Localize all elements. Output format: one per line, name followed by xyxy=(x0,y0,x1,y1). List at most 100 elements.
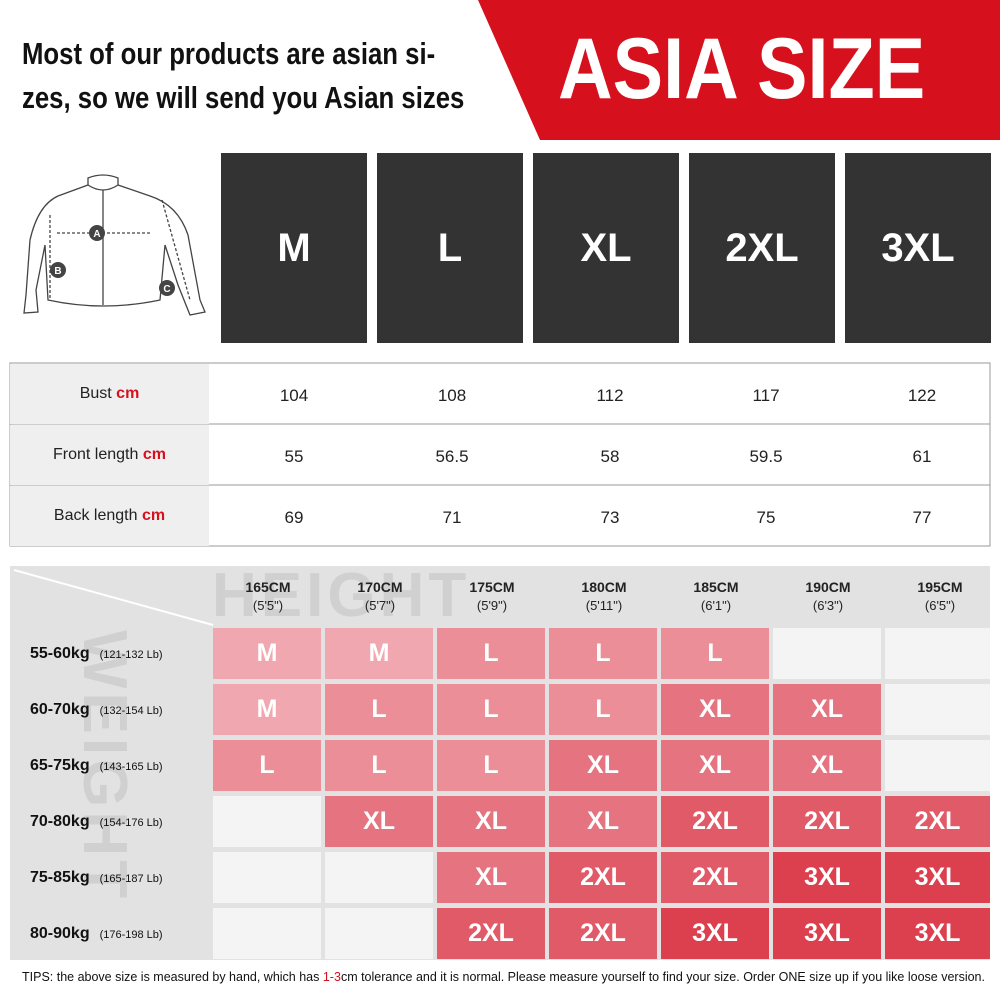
weight-label: 65-75kg (143-165 Lb) xyxy=(30,757,163,775)
weight-lb: (143-165 Lb) xyxy=(99,761,163,773)
size-cell: M xyxy=(213,684,321,735)
height-ft: (6'5") xyxy=(924,598,956,613)
label-text: Back length xyxy=(53,507,138,524)
marker-label: B xyxy=(54,266,61,277)
weight-kg: 65-75kg xyxy=(30,757,90,774)
tips: TIPS: the above size is measured by hand… xyxy=(22,970,985,984)
height-ft: (5'7") xyxy=(364,598,396,613)
row-label: Bust cm xyxy=(10,364,209,424)
cell-value: 75 xyxy=(756,508,776,527)
size-cell: L xyxy=(325,740,433,791)
size-cell: 2XL xyxy=(437,908,545,959)
size-cell: 3XL xyxy=(885,852,990,903)
size-cell: L xyxy=(325,684,433,735)
size-cell: L xyxy=(549,628,657,679)
marker-label: C xyxy=(163,284,170,295)
size-cell: L xyxy=(437,740,545,791)
unit: cm xyxy=(116,385,140,402)
size-cell: XL xyxy=(549,740,657,791)
size-cell: XL xyxy=(661,684,769,735)
weight-label: 60-70kg (132-154 Lb) xyxy=(30,701,163,719)
size-cell: 2XL xyxy=(549,852,657,903)
cell-value: 59.5 xyxy=(749,447,783,466)
size-cell: XL xyxy=(549,796,657,847)
size-box: XL xyxy=(533,153,679,343)
size-cell: M xyxy=(213,628,321,679)
size-box: 2XL xyxy=(689,153,835,343)
cell-value: 71 xyxy=(442,508,462,527)
height-cm: 175CM xyxy=(469,579,515,595)
unit: cm xyxy=(141,507,166,524)
height-ft: (5'9") xyxy=(476,598,508,613)
size-box: M xyxy=(221,153,367,343)
jacket-illustration xyxy=(23,174,206,316)
size-cell: 2XL xyxy=(885,796,990,847)
cell-value: 58 xyxy=(600,447,620,466)
marker xyxy=(159,280,175,296)
size-cell xyxy=(213,852,321,903)
weight-label: 55-60kg (121-132 Lb) xyxy=(30,645,163,663)
size-box: L xyxy=(377,153,523,343)
height-cm: 185CM xyxy=(693,579,739,595)
cell-value: 69 xyxy=(284,508,304,527)
tips-highlight: 1-3 xyxy=(322,970,341,984)
size-cell: 3XL xyxy=(773,908,881,959)
size-cell: XL xyxy=(661,740,769,791)
banner-title: ASIA SIZE xyxy=(558,21,926,117)
size-cell: 3XL xyxy=(885,908,990,959)
cell-value: 73 xyxy=(600,508,620,527)
cell-value: 56.5 xyxy=(435,447,469,466)
size-cell: M xyxy=(325,628,433,679)
size-cell xyxy=(213,796,321,847)
marker-label: A xyxy=(93,229,100,240)
size-cell: 3XL xyxy=(773,852,881,903)
size-cell: XL xyxy=(773,740,881,791)
weight-lb: (121-132 Lb) xyxy=(99,649,163,661)
size-cell xyxy=(325,852,433,903)
weight-lb: (154-176 Lb) xyxy=(99,817,163,829)
height-ft: (5'5") xyxy=(252,598,284,613)
height-cm: 165CM xyxy=(245,579,291,595)
unit: cm xyxy=(142,446,166,463)
weight-kg: 80-90kg xyxy=(30,925,90,942)
size-cell: L xyxy=(661,628,769,679)
cell-value: 55 xyxy=(284,447,304,466)
size-cell xyxy=(213,908,321,959)
cell-value: 61 xyxy=(912,447,932,466)
tips-text: cm tolerance and it is normal. Please me… xyxy=(340,970,985,984)
weight-kg: 75-85kg xyxy=(30,869,90,886)
size-cell: L xyxy=(437,628,545,679)
watermark: HEIGHT xyxy=(212,561,471,630)
size-cell: 2XL xyxy=(773,796,881,847)
marker xyxy=(89,225,105,241)
size-cell xyxy=(773,628,881,679)
cell-value: 117 xyxy=(752,386,780,405)
cell-value: 108 xyxy=(437,386,467,405)
size-cell xyxy=(325,908,433,959)
row-label: Front length cm xyxy=(10,425,209,485)
height-cm: 195CM xyxy=(917,579,963,595)
size-cell: 2XL xyxy=(661,852,769,903)
size-cell: 3XL xyxy=(661,908,769,959)
marker xyxy=(50,262,66,278)
weight-kg: 70-80kg xyxy=(30,813,90,830)
banner-shape xyxy=(478,0,1000,140)
height-cm: 170CM xyxy=(357,579,403,595)
header-line: zes, so we will send you Asian sizes xyxy=(22,80,465,115)
size-cell: 2XL xyxy=(661,796,769,847)
cell-value: 122 xyxy=(907,386,937,405)
row-label: Back length cm xyxy=(10,486,209,546)
size-cell: XL xyxy=(325,796,433,847)
label-text: Bust xyxy=(79,385,112,402)
diagonal xyxy=(13,569,214,626)
cell-value: 104 xyxy=(279,386,309,405)
height-ft: (6'3") xyxy=(812,598,844,613)
size-cell: L xyxy=(549,684,657,735)
header-line: Most of our products are asian si- xyxy=(22,36,436,71)
size-cell: XL xyxy=(437,796,545,847)
weight-label: 80-90kg (176-198 Lb) xyxy=(30,925,163,943)
size-cell: XL xyxy=(773,684,881,735)
cell-value: 112 xyxy=(596,386,624,405)
size-cell: L xyxy=(213,740,321,791)
